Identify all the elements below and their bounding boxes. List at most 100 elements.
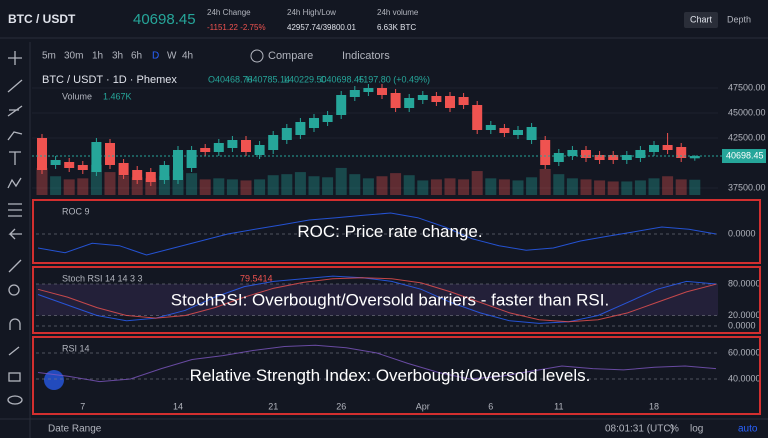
volume-bar [254, 179, 266, 195]
candle-body [608, 155, 619, 160]
candle-body [105, 143, 115, 165]
scale-option[interactable]: log [690, 424, 703, 435]
candle-body [37, 138, 47, 170]
band [36, 284, 718, 316]
volume-bar [498, 179, 510, 195]
pair[interactable]: BTC / USDT [8, 12, 76, 26]
interval-button[interactable]: 3h [112, 51, 123, 62]
volume-bar [689, 179, 701, 195]
date-range[interactable]: Date Range [48, 424, 102, 435]
pattern-tool[interactable] [7, 177, 22, 189]
volume-bar [267, 175, 279, 195]
text-tool[interactable] [9, 151, 21, 165]
volume-bar [294, 172, 306, 195]
interval-button[interactable]: 5m [42, 51, 56, 62]
candle-body [621, 155, 632, 160]
indicators-button[interactable]: Indicators [342, 50, 390, 62]
candle-body [309, 118, 319, 128]
y-tick-label: 45000.00 [728, 107, 766, 117]
compare-button[interactable]: Compare [268, 50, 313, 62]
brush-tool[interactable] [7, 131, 23, 141]
candle-body [363, 88, 374, 92]
lock-tool[interactable] [8, 372, 21, 382]
candle-body [213, 143, 224, 152]
candle-body [132, 170, 143, 180]
volume-bar [158, 176, 170, 195]
highlight-box [32, 266, 761, 334]
candle-body [404, 98, 415, 108]
stat-value: 42957.74/39800.01 [287, 23, 357, 32]
crosshair-tool[interactable] [8, 51, 22, 65]
volume-bar [675, 179, 687, 195]
volume-bar [390, 173, 402, 195]
interval-button[interactable]: 30m [64, 51, 83, 62]
volume-bar [36, 167, 48, 195]
volume-bar [648, 178, 660, 195]
volume-bar [430, 179, 442, 195]
x-tick-label: 26 [336, 401, 346, 411]
volume-bar [50, 176, 62, 195]
tab[interactable]: Depth [727, 14, 751, 24]
volume-bar [553, 174, 565, 195]
fib-tool[interactable] [7, 105, 23, 117]
volume-bar [607, 181, 619, 195]
ruler-tool[interactable] [8, 259, 22, 273]
scale-option[interactable]: auto [738, 424, 758, 435]
y-tick-label: 37500.00 [728, 182, 766, 192]
interval-button[interactable]: 6h [131, 51, 142, 62]
x-tick-label: Apr [416, 401, 430, 411]
chart-title: BTC / USDT · 1D · Phemex [42, 74, 177, 86]
candle-body [349, 90, 360, 97]
y-tick-label: 80.0000 [728, 278, 761, 288]
x-tick-label: 14 [173, 401, 183, 411]
eye-tool[interactable] [7, 395, 23, 405]
indicator-name: ROC 9 [62, 206, 90, 216]
candle-body [431, 96, 442, 102]
y-tick-label: 42500.00 [728, 132, 766, 142]
interval-button[interactable]: 4h [182, 51, 193, 62]
candle-body [268, 135, 279, 150]
lock-draw-tool[interactable] [8, 346, 20, 356]
volume-bar [281, 174, 293, 195]
candle-body [445, 96, 455, 108]
candle-body [377, 88, 387, 95]
annotation: Relative Strength Index: Overbought/Over… [190, 366, 591, 385]
magnet-tool[interactable] [9, 318, 21, 330]
candle-body [295, 122, 306, 135]
tab[interactable]: Chart [690, 14, 713, 24]
candle-body [145, 172, 156, 182]
volume-bar [308, 176, 320, 195]
prediction-tool[interactable] [8, 203, 22, 217]
candle-body [540, 140, 551, 165]
volume-bar [485, 178, 497, 195]
trendline-tool[interactable] [7, 79, 23, 93]
stat-label: 24h High/Low [287, 8, 336, 17]
volume-bar [458, 179, 470, 195]
candle-body [513, 130, 523, 135]
stat-value: 6.63K BTC [377, 23, 416, 32]
candle-body [526, 127, 537, 140]
ohlc-legend: C40698.45 [320, 74, 364, 84]
volume-bar [444, 178, 456, 195]
candle-body [567, 150, 578, 156]
tab-bg[interactable] [684, 12, 718, 28]
interval-button[interactable]: W [167, 51, 177, 62]
zoom-tool[interactable] [8, 284, 20, 296]
indicator-name: Stoch RSI 14 14 3 3 [62, 273, 143, 283]
x-tick-label: 11 [554, 401, 563, 411]
volume-bar [526, 177, 538, 195]
scale-option[interactable]: % [670, 424, 679, 435]
interval-button[interactable]: 1h [92, 51, 103, 62]
candle-body [77, 165, 88, 170]
volume-bar [131, 177, 143, 195]
volume-bar [322, 177, 334, 195]
back-tool[interactable] [8, 228, 22, 240]
indicator-name: RSI 14 [62, 343, 90, 353]
volume-bar [77, 178, 89, 195]
interval-button[interactable]: D [152, 51, 159, 62]
volume-bar [199, 179, 211, 195]
volume-bar [186, 173, 198, 195]
candle-body [200, 148, 211, 152]
y-tick-label: 0.0000 [728, 228, 756, 238]
x-tick-label: 18 [649, 401, 659, 411]
